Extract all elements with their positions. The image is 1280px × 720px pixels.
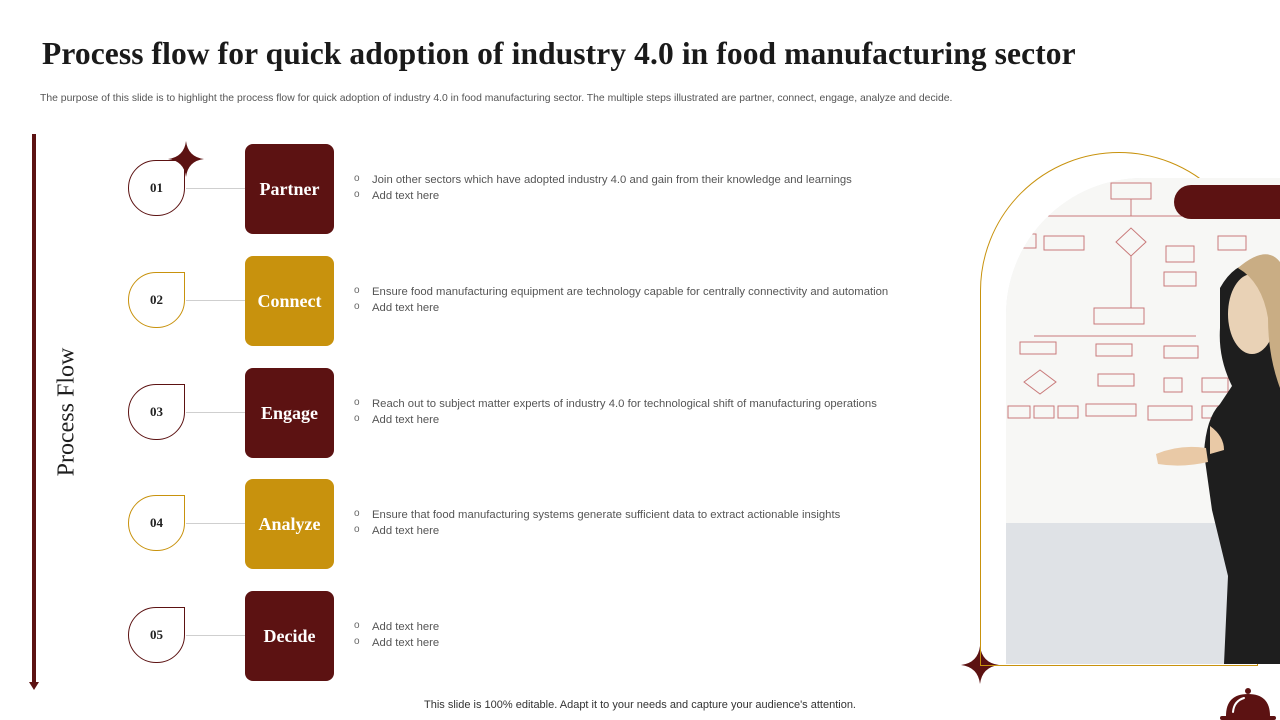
step-number-badge: 03	[128, 384, 185, 440]
step-bullet: Reach out to subject matter experts of i…	[354, 395, 877, 412]
step-bullet: Add text here	[354, 187, 852, 204]
process-step-row: 04 Analyze Ensure that food manufacturin…	[0, 479, 960, 571]
step-bullet-list: Reach out to subject matter experts of i…	[354, 395, 877, 428]
step-box-partner[interactable]: Partner	[245, 144, 334, 234]
step-bullet: Join other sectors which have adopted in…	[354, 171, 852, 188]
step-box-analyze[interactable]: Analyze	[245, 479, 334, 569]
step-bullet: Ensure food manufacturing equipment are …	[354, 283, 888, 300]
step-number-badge: 05	[128, 607, 185, 663]
step-connector	[186, 188, 246, 189]
slide-subtitle: The purpose of this slide is to highligh…	[40, 93, 953, 104]
step-connector	[186, 412, 246, 413]
slide-title: Process flow for quick adoption of indus…	[42, 36, 1076, 71]
step-bullet-list: Join other sectors which have adopted in…	[354, 171, 852, 204]
step-bullet: Add text here	[354, 634, 439, 651]
step-bullet: Add text here	[354, 411, 877, 428]
whiteboard-presentation-photo	[1006, 178, 1280, 664]
process-step-row: 02 Connect Ensure food manufacturing equ…	[0, 256, 960, 348]
step-box-connect[interactable]: Connect	[245, 256, 334, 346]
step-connector	[186, 523, 246, 524]
sparkle-star-icon	[168, 141, 204, 177]
step-box-decide[interactable]: Decide	[245, 591, 334, 681]
decorative-maroon-tab	[1174, 185, 1280, 219]
step-number-badge: 04	[128, 495, 185, 551]
step-bullet-list: Ensure that food manufacturing systems g…	[354, 506, 840, 539]
axis-arrow-head	[29, 682, 39, 690]
step-bullet-list: Ensure food manufacturing equipment are …	[354, 283, 888, 316]
slide-footer: This slide is 100% editable. Adapt it to…	[424, 699, 856, 711]
process-flow-axis-line	[32, 134, 36, 684]
step-bullet: Ensure that food manufacturing systems g…	[354, 506, 840, 523]
step-connector	[186, 635, 246, 636]
step-box-engage[interactable]: Engage	[245, 368, 334, 458]
step-number-badge: 01	[128, 160, 185, 216]
process-step-row: 03 Engage Reach out to subject matter ex…	[0, 368, 960, 460]
step-bullet: Add text here	[354, 299, 888, 316]
process-step-row: 01 Partner Join other sectors which have…	[0, 144, 960, 236]
process-step-row: 05 Decide Add text here Add text here	[0, 591, 960, 683]
step-bullet: Add text here	[354, 522, 840, 539]
step-number-badge: 02	[128, 272, 185, 328]
step-connector	[186, 300, 246, 301]
food-cloche-icon	[1220, 688, 1276, 720]
step-bullet: Add text here	[354, 618, 439, 635]
step-bullet-list: Add text here Add text here	[354, 618, 439, 651]
